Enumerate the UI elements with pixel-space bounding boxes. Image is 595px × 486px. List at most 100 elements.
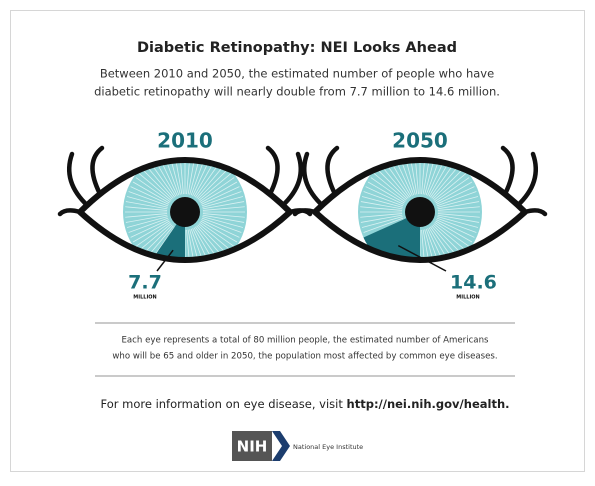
- iris-ray: [128, 191, 169, 207]
- note-line: Each eye represents a total of 80 millio…: [121, 336, 489, 346]
- iris-ray: [201, 217, 242, 233]
- iris-ray: [360, 206, 403, 211]
- iris-ray: [196, 165, 224, 199]
- logo-name: National Eye Institute: [293, 443, 363, 451]
- eye-outline: [77, 157, 293, 263]
- eyelash: [500, 145, 515, 197]
- leader-line: [156, 249, 174, 272]
- iris-ray: [363, 217, 404, 233]
- footer: For more information on eye disease, vis…: [101, 397, 510, 411]
- iris-ray: [190, 228, 206, 260]
- iris-ray: [437, 201, 480, 210]
- iris-ray: [130, 219, 169, 238]
- iris-ray: [433, 223, 467, 251]
- iris-ray: [197, 169, 228, 200]
- iris-ray: [377, 169, 408, 200]
- iris-ray: [373, 173, 407, 201]
- iris-ray: [201, 186, 240, 205]
- iris-ray: [125, 213, 168, 218]
- iris-ray: [370, 177, 406, 203]
- iris-ray: [202, 196, 244, 208]
- note-line: who will be 65 and older in 2050, the po…: [112, 352, 497, 362]
- iris-ray: [422, 160, 431, 195]
- iris-ray: [360, 201, 403, 210]
- iris-ray: [135, 177, 171, 203]
- iris-ray: [437, 214, 480, 223]
- iris-ray: [425, 228, 441, 260]
- iris-ray: [128, 217, 169, 233]
- iris-ray: [385, 162, 411, 198]
- iris-ray: [198, 223, 232, 251]
- iris-ray: [138, 223, 172, 251]
- iris-ray: [187, 160, 196, 195]
- value-unit: MILLION: [456, 295, 480, 301]
- value-unit: MILLION: [133, 295, 157, 301]
- pupil: [170, 197, 200, 227]
- iris-ray: [436, 217, 477, 233]
- iris-ray: [199, 177, 235, 203]
- iris-ray: [200, 220, 238, 243]
- iris-ray: [363, 191, 404, 207]
- iris-ray: [436, 191, 477, 207]
- iris-ray: [360, 213, 403, 218]
- subtitle-line: diabetic retinopathy will nearly double …: [94, 85, 500, 99]
- subtitle-line: Between 2010 and 2050, the estimated num…: [100, 67, 494, 81]
- iris-ray: [429, 162, 455, 198]
- iris-ray: [142, 169, 173, 200]
- iris-ray: [361, 216, 403, 228]
- iris-ray: [125, 206, 168, 211]
- title: Diabetic Retinopathy: NEI Looks Ahead: [137, 40, 457, 56]
- iris-ray: [365, 186, 404, 205]
- iris-ray: [186, 160, 191, 195]
- iris-ray: [434, 221, 470, 247]
- iris-ray: [125, 201, 168, 210]
- iris-ray: [126, 196, 168, 208]
- iris-ray: [409, 160, 418, 195]
- iris-ray: [202, 214, 245, 223]
- footer-link: http://nei.nih.gov/health.: [347, 397, 510, 411]
- iris-ray: [432, 169, 463, 200]
- iris-ray: [200, 181, 238, 204]
- iris-ray: [201, 219, 240, 238]
- leader-line: [397, 244, 447, 272]
- iris-ray: [422, 229, 431, 260]
- iris-ray: [199, 221, 235, 247]
- eyelash: [279, 151, 303, 209]
- iris-ray: [198, 173, 232, 201]
- eye-outline: [312, 157, 528, 263]
- iris-ray: [360, 214, 403, 223]
- iris-ray: [431, 165, 459, 199]
- iris-ray: [187, 229, 196, 260]
- eyelash: [514, 151, 538, 209]
- eyelash: [90, 145, 105, 197]
- logo-chevron: [272, 431, 290, 461]
- iris-ray: [435, 181, 473, 204]
- iris-ray: [142, 224, 173, 255]
- iris-ray: [437, 216, 479, 228]
- eyelash: [302, 151, 326, 209]
- iris-ray: [437, 196, 479, 208]
- iris-ray: [202, 216, 244, 228]
- iris-ray: [436, 186, 475, 205]
- iris-ray: [202, 201, 245, 210]
- iris-ray: [437, 213, 480, 218]
- pupil: [405, 197, 435, 227]
- iris-ray: [174, 160, 183, 195]
- iris-ray: [130, 186, 169, 205]
- iris-ray: [361, 196, 403, 208]
- iris-ray: [433, 173, 467, 201]
- iris-ray: [132, 220, 170, 243]
- iris-ray: [125, 214, 168, 223]
- iris-ray: [432, 224, 463, 255]
- iris-ray: [150, 162, 176, 198]
- iris-ray: [421, 160, 426, 195]
- year-label: 2010: [157, 129, 213, 153]
- iris-ray: [435, 220, 473, 243]
- iris-ray: [197, 224, 228, 255]
- iris-ray: [135, 221, 171, 247]
- logo-box: [232, 431, 272, 461]
- iris-ray: [414, 160, 419, 195]
- iris-ray: [192, 228, 211, 260]
- value-label: 14.6: [450, 272, 497, 294]
- iris-ray: [421, 229, 426, 260]
